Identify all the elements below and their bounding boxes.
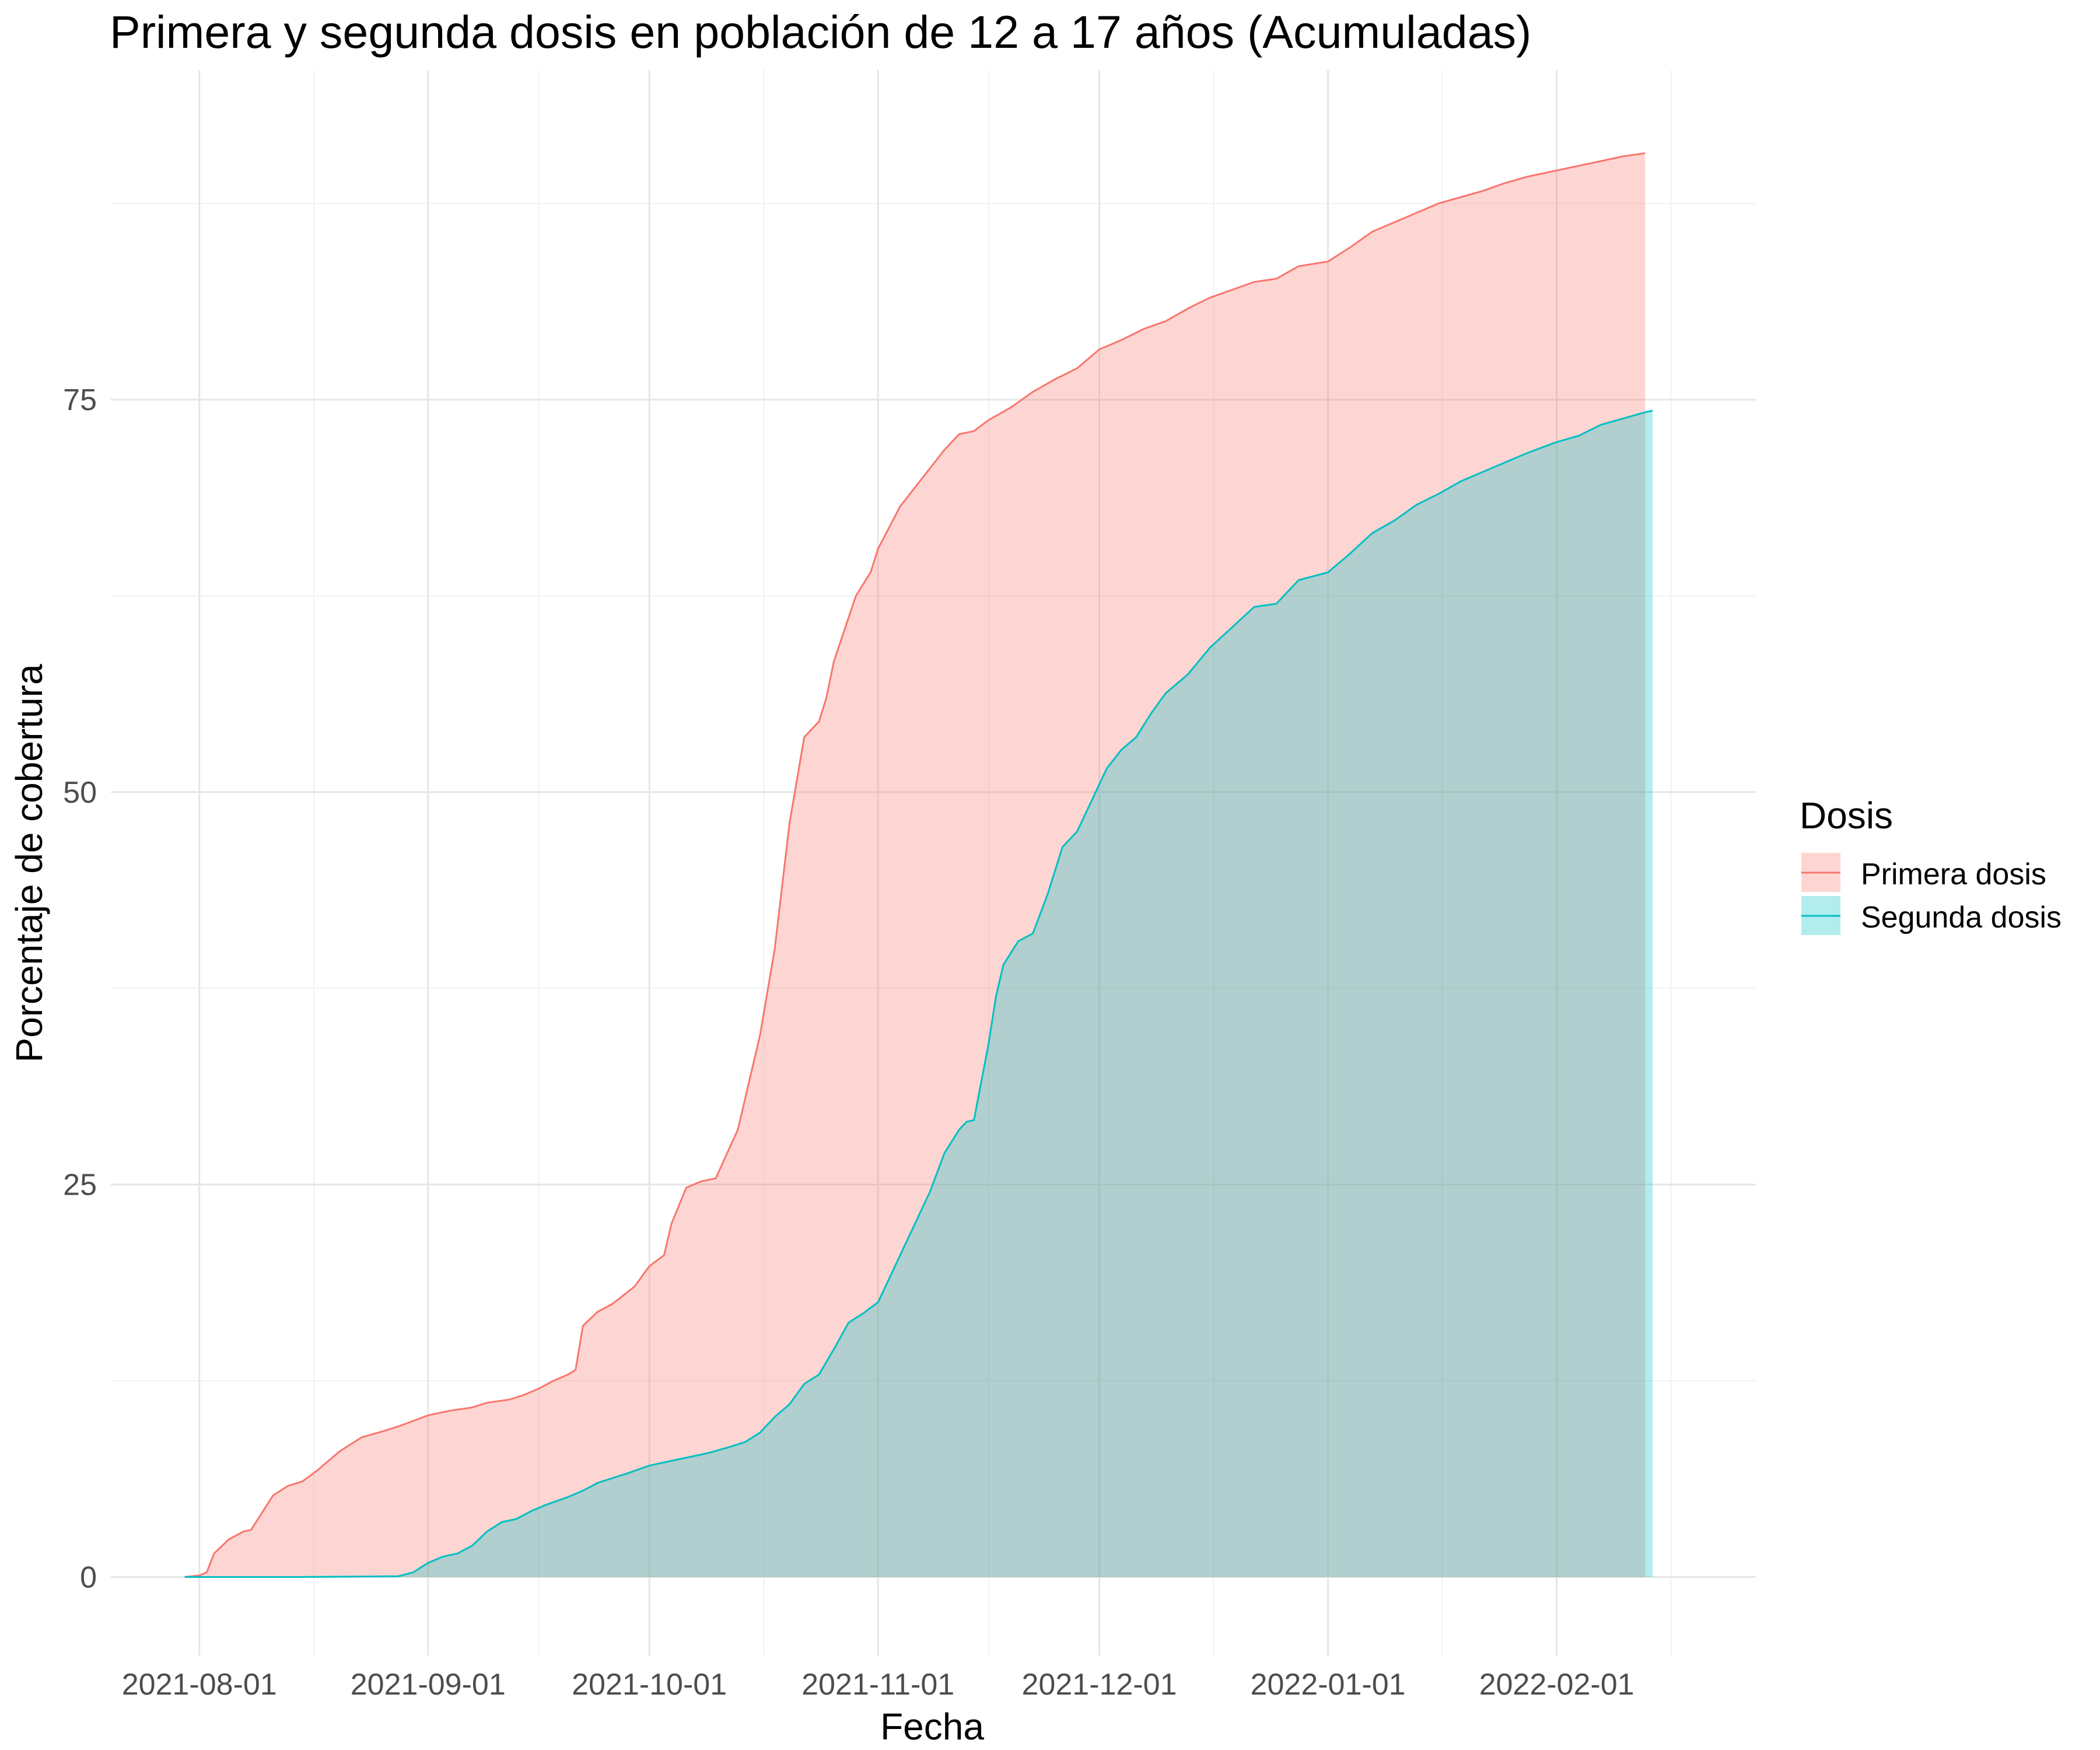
x-tick-label: 2021-10-01 <box>572 1668 727 1702</box>
legend-item-primera-dosis: Primera dosis <box>1801 853 2046 892</box>
x-tick-label: 2021-08-01 <box>122 1668 277 1702</box>
legend-item-segunda-dosis: Segunda dosis <box>1801 896 2062 935</box>
series-area-segunda-dosis <box>184 411 1653 1577</box>
x-tick-label: 2021-11-01 <box>802 1668 954 1702</box>
series-areas <box>184 153 1653 1577</box>
x-tick-label: 2022-02-01 <box>1479 1668 1634 1702</box>
x-tick-label: 2021-09-01 <box>351 1668 506 1702</box>
chart-title: Primera y segunda dosis en población de … <box>110 6 1531 58</box>
legend-label-segunda-dosis: Segunda dosis <box>1861 901 2062 935</box>
x-tick-label: 2021-12-01 <box>1022 1668 1177 1702</box>
y-tick-label: 0 <box>80 1560 97 1594</box>
grid-lines <box>111 70 1756 1656</box>
legend-label-primera-dosis: Primera dosis <box>1861 858 2046 891</box>
x-tick-label: 2022-01-01 <box>1251 1668 1406 1702</box>
legend-title: Dosis <box>1800 794 1893 836</box>
y-axis-title: Porcentaje de cobertura <box>8 664 50 1063</box>
legend: Dosis Primera dosis Segunda dosis <box>1800 794 2062 935</box>
series-lines <box>184 152 1653 1578</box>
y-tick-label: 50 <box>63 776 97 810</box>
y-axis-tick-labels: 0 25 50 75 <box>63 383 97 1594</box>
x-axis-title: Fecha <box>880 1706 984 1748</box>
x-axis-tick-labels: 2021-08-01 2021-09-01 2021-10-01 2021-11-01… <box>122 1668 1634 1702</box>
series-line-primera-dosis <box>184 152 1646 1578</box>
series-line-segunda-dosis <box>184 410 1653 1578</box>
y-tick-label: 25 <box>63 1168 97 1202</box>
series-area-primera-dosis <box>184 153 1646 1577</box>
y-tick-label: 75 <box>63 383 97 417</box>
